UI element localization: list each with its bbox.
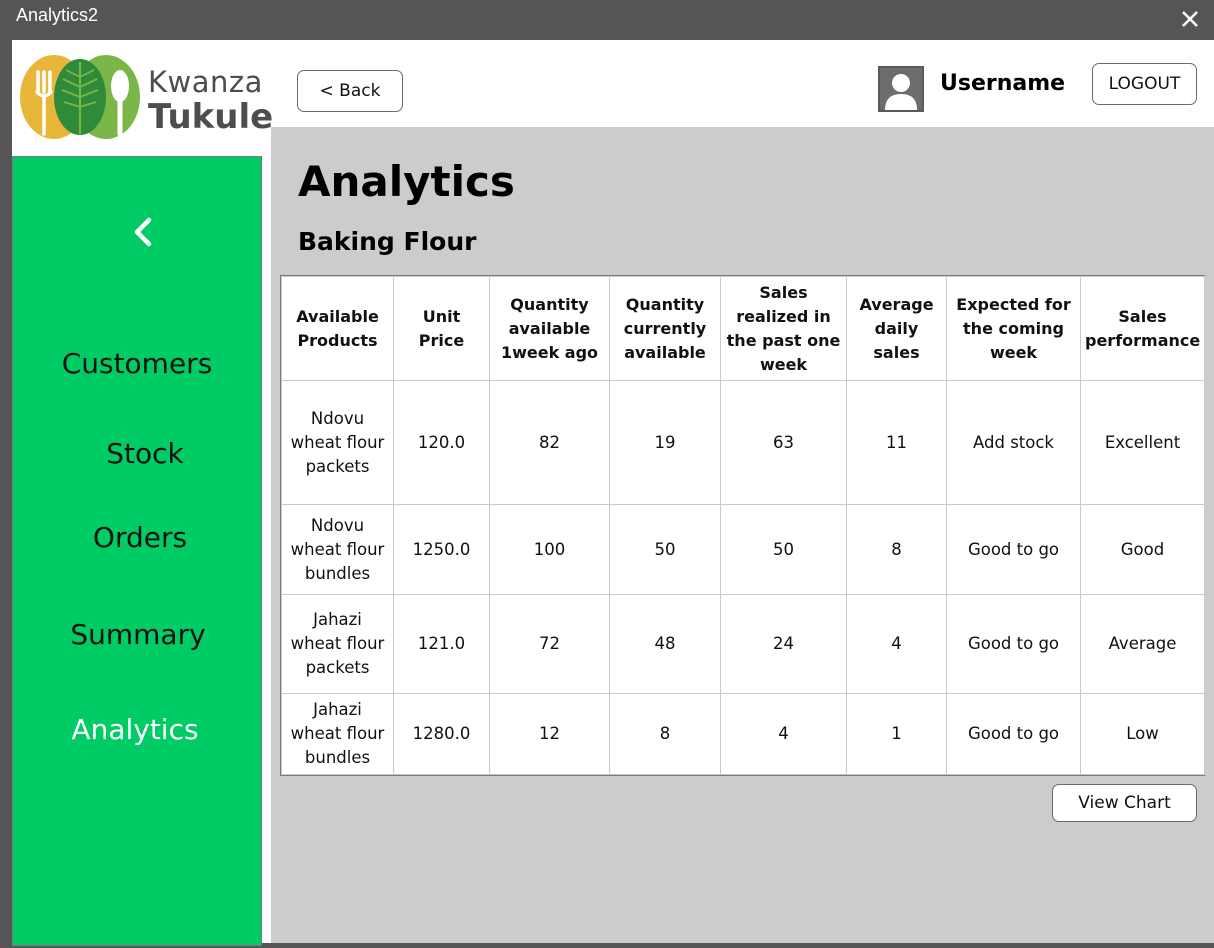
table-cell: 72 [489,594,610,694]
table-cell: 4 [846,594,947,694]
close-icon[interactable] [1176,4,1204,32]
table-cell: Ndovu wheat flour packets [281,380,394,505]
chevron-left-icon[interactable] [129,215,157,249]
brand-logo: Kwanza Tukule [18,52,273,144]
table-header-row: Available Products Unit Price Quantity a… [281,276,1205,381]
logout-button[interactable]: LOGOUT [1092,63,1197,105]
table-cell: 4 [720,693,847,775]
table-cell: 12 [489,693,610,775]
table-cell: Good to go [946,693,1081,775]
analytics-table: Available Products Unit Price Quantity a… [280,275,1205,776]
table-row[interactable]: Jahazi wheat flour packets 121.0 72 48 2… [281,594,1205,694]
user-avatar-icon [878,66,924,112]
table-cell: 63 [720,380,847,505]
table-cell: 19 [609,380,721,505]
sidebar-item-analytics[interactable]: Analytics [71,713,199,746]
table-cell: Good to go [946,594,1081,694]
column-header: Average daily sales [846,276,947,381]
sidebar-item-stock[interactable]: Stock [106,437,184,470]
table-cell: 48 [609,594,721,694]
sidebar-item-orders[interactable]: Orders [92,521,188,554]
section-title: Baking Flour [298,227,477,256]
column-header: Available Products [281,276,394,381]
column-header: Unit Price [393,276,490,381]
column-header: Quantity available 1week ago [489,276,610,381]
brand-name-line2: Tukule [148,97,274,137]
column-header: Quantity currently available [609,276,721,381]
table-cell: Ndovu wheat flour bundles [281,504,394,595]
table-cell: 100 [489,504,610,595]
table-cell: 50 [609,504,721,595]
table-cell: 50 [720,504,847,595]
table-cell: Good to go [946,504,1081,595]
table-cell: Low [1080,693,1205,775]
table-row[interactable]: Ndovu wheat flour bundles 1250.0 100 50 … [281,504,1205,595]
table-cell: 1250.0 [393,504,490,595]
table-cell: 1 [846,693,947,775]
brand-name-line1: Kwanza [148,65,263,99]
view-chart-button[interactable]: View Chart [1052,784,1197,822]
column-header: Expected for the coming week [946,276,1081,381]
app-window: Kwanza Tukule < Back Username LOGOUT Cus… [12,40,1214,946]
column-header: Sales performance [1080,276,1205,381]
sidebar-item-customers[interactable]: Customers [61,347,213,380]
window-titlebar: Analytics2 [0,0,1214,40]
back-button[interactable]: < Back [297,70,403,112]
table-cell: Good [1080,504,1205,595]
logo-emblem-icon [20,55,140,139]
username-label: Username [940,71,1066,96]
main-content: Analytics Baking Flour Available Product… [271,127,1214,943]
window-title: Analytics2 [16,5,99,25]
table-cell: Jahazi wheat flour packets [281,594,394,694]
table-cell: 120.0 [393,380,490,505]
column-header: Sales realized in the past one week [720,276,847,381]
table-cell: Add stock [946,380,1081,505]
sidebar: Customers Stock Orders Summary Analytics [12,156,262,946]
table-cell: 24 [720,594,847,694]
table-cell: 8 [846,504,947,595]
page-title: Analytics [298,157,515,206]
table-cell: 11 [846,380,947,505]
table-row[interactable]: Jahazi wheat flour bundles 1280.0 12 8 4… [281,693,1205,775]
table-cell: 1280.0 [393,693,490,775]
table-cell: 8 [609,693,721,775]
table-cell: Excellent [1080,380,1205,505]
table-cell: 82 [489,380,610,505]
sidebar-item-summary[interactable]: Summary [70,618,206,651]
table-cell: 121.0 [393,594,490,694]
table-cell: Jahazi wheat flour bundles [281,693,394,775]
table-row[interactable]: Ndovu wheat flour packets 120.0 82 19 63… [281,380,1205,505]
table-cell: Average [1080,594,1205,694]
